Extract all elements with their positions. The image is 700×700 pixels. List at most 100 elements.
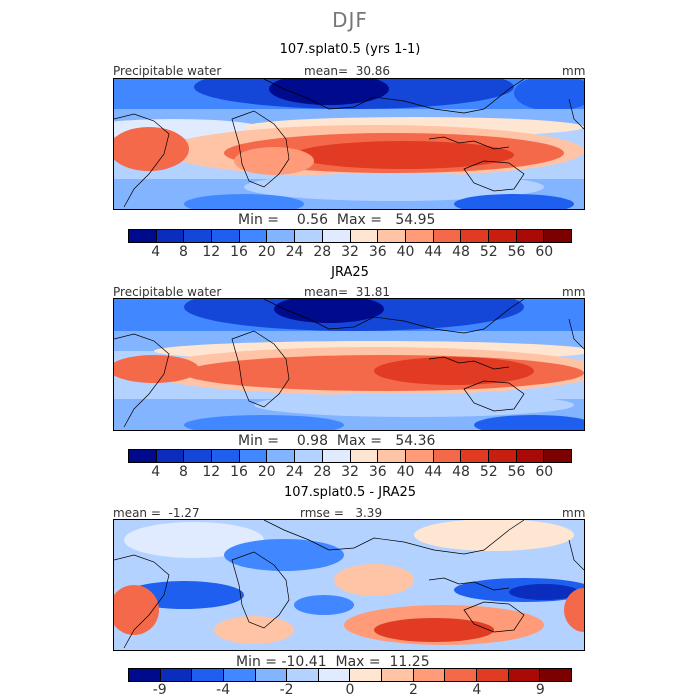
colorbar-tick-label: 12 bbox=[202, 244, 221, 260]
panel-2-colorbar bbox=[128, 449, 572, 463]
colorbar-swatch bbox=[129, 450, 157, 462]
panel-1-colorbar-ticks: 4 8 12 16 20 24 28 32 36 40 44 48 52 56 60 bbox=[128, 244, 572, 262]
colorbar-swatch bbox=[322, 450, 351, 462]
panel-1-title: 107.splat0.5 (yrs 1-1) bbox=[279, 42, 421, 57]
colorbar-swatch bbox=[295, 230, 323, 242]
colorbar-swatch bbox=[544, 450, 571, 462]
panel-1-mean-label: mean= 30.86 bbox=[304, 64, 391, 78]
colorbar-swatch bbox=[540, 669, 571, 681]
colorbar-swatch bbox=[239, 450, 268, 462]
colorbar-tick-label: 60 bbox=[535, 244, 554, 260]
panel-1-minmax: Min = 0.56 Max = 54.95 bbox=[238, 212, 436, 228]
colorbar-tick-label: 8 bbox=[179, 244, 188, 260]
colorbar-swatch bbox=[461, 230, 489, 242]
colorbar-swatch bbox=[160, 669, 193, 681]
colorbar-tick-label: 36 bbox=[368, 244, 387, 260]
panel-3-colorbar-ticks: -9 -4 -2 0 2 4 9 bbox=[128, 682, 572, 700]
colorbar-swatch bbox=[382, 669, 414, 681]
season-title: DJF bbox=[332, 8, 368, 32]
colorbar-tick-label: 56 bbox=[507, 244, 526, 260]
colorbar-swatch bbox=[405, 450, 434, 462]
panel-1-variable-label: Precipitable water bbox=[113, 64, 222, 78]
colorbar-swatch bbox=[516, 450, 545, 462]
colorbar-tick-label: 28 bbox=[313, 464, 332, 480]
colorbar-tick-label: 16 bbox=[230, 464, 248, 480]
panel-2-units-label: mm bbox=[562, 285, 586, 299]
colorbar-swatch bbox=[318, 669, 351, 681]
panel-2-title: JRA25 bbox=[331, 265, 369, 280]
colorbar-tick-label: 32 bbox=[341, 464, 359, 480]
colorbar-swatch bbox=[156, 230, 185, 242]
colorbar-swatch bbox=[287, 669, 319, 681]
colorbar-tick-label: 8 bbox=[179, 464, 188, 480]
colorbar-swatch bbox=[350, 230, 379, 242]
panel-3-title: 107.splat0.5 - JRA25 bbox=[283, 485, 417, 500]
colorbar-tick-label: -4 bbox=[216, 682, 231, 698]
colorbar-tick-label: 20 bbox=[257, 244, 276, 260]
colorbar-swatch bbox=[433, 450, 462, 462]
colorbar-tick-label: 24 bbox=[285, 464, 304, 480]
colorbar-tick-label: 0 bbox=[345, 682, 355, 698]
panel-3-map-field bbox=[114, 520, 584, 650]
colorbar-swatch bbox=[255, 669, 288, 681]
colorbar-swatch bbox=[405, 230, 434, 242]
colorbar-tick-label: 60 bbox=[535, 464, 554, 480]
colorbar-swatch bbox=[413, 669, 446, 681]
colorbar-swatch bbox=[267, 450, 296, 462]
colorbar-swatch bbox=[129, 230, 157, 242]
colorbar-swatch bbox=[516, 230, 545, 242]
colorbar-swatch bbox=[461, 450, 489, 462]
colorbar-swatch bbox=[508, 669, 541, 681]
colorbar-tick-label: 2 bbox=[408, 682, 418, 698]
colorbar-swatch bbox=[378, 230, 406, 242]
panel-3-map bbox=[113, 519, 585, 651]
colorbar-swatch bbox=[192, 669, 224, 681]
colorbar-swatch bbox=[378, 450, 406, 462]
colorbar-tick-label: -2 bbox=[279, 682, 294, 698]
colorbar-tick-label: 4 bbox=[151, 464, 161, 480]
panel-2-map bbox=[113, 298, 585, 431]
panel-1-map bbox=[113, 78, 585, 210]
colorbar-swatch bbox=[239, 230, 268, 242]
colorbar-swatch bbox=[544, 230, 571, 242]
colorbar-tick-label: 52 bbox=[479, 244, 498, 260]
colorbar-swatch bbox=[184, 450, 213, 462]
colorbar-tick-label: 56 bbox=[507, 464, 526, 480]
colorbar-tick-label: 4 bbox=[472, 682, 482, 698]
colorbar-swatch bbox=[156, 450, 185, 462]
colorbar-swatch bbox=[212, 230, 240, 242]
colorbar-tick-label: 9 bbox=[535, 682, 545, 698]
colorbar-swatch bbox=[295, 450, 323, 462]
colorbar-swatch bbox=[223, 669, 256, 681]
colorbar-tick-label: 32 bbox=[341, 244, 359, 260]
colorbar-swatch bbox=[129, 669, 161, 681]
colorbar-swatch bbox=[350, 669, 383, 681]
colorbar-swatch bbox=[267, 230, 296, 242]
colorbar-tick-label: 40 bbox=[396, 244, 415, 260]
panel-2-minmax: Min = 0.98 Max = 54.36 bbox=[238, 433, 436, 449]
panel-3-colorbar bbox=[128, 668, 572, 682]
panel-2-map-field bbox=[114, 299, 584, 430]
colorbar-tick-label: 52 bbox=[479, 464, 498, 480]
panel-2-variable-label: Precipitable water bbox=[113, 285, 222, 299]
panel-1-map-field bbox=[114, 79, 584, 209]
panel-1-units-label: mm bbox=[562, 64, 586, 78]
colorbar-tick-label: 44 bbox=[424, 464, 443, 480]
colorbar-tick-label: -9 bbox=[152, 682, 167, 698]
panel-3-minmax: Min = -10.41 Max = 11.25 bbox=[236, 654, 430, 670]
colorbar-swatch bbox=[212, 450, 240, 462]
panel-3-mean-label: mean = -1.27 bbox=[113, 506, 200, 520]
colorbar-tick-label: 4 bbox=[151, 244, 161, 260]
colorbar-swatch bbox=[445, 669, 478, 681]
colorbar-tick-label: 48 bbox=[452, 464, 470, 480]
colorbar-swatch bbox=[477, 669, 509, 681]
colorbar-tick-label: 48 bbox=[452, 244, 470, 260]
panel-3-rmse-label: rmse = 3.39 bbox=[300, 506, 383, 520]
colorbar-swatch bbox=[184, 230, 213, 242]
colorbar-tick-label: 12 bbox=[202, 464, 221, 480]
colorbar-tick-label: 36 bbox=[368, 464, 387, 480]
colorbar-tick-label: 40 bbox=[396, 464, 415, 480]
panel-1-colorbar bbox=[128, 229, 572, 243]
colorbar-tick-label: 20 bbox=[257, 464, 276, 480]
colorbar-tick-label: 44 bbox=[424, 244, 443, 260]
